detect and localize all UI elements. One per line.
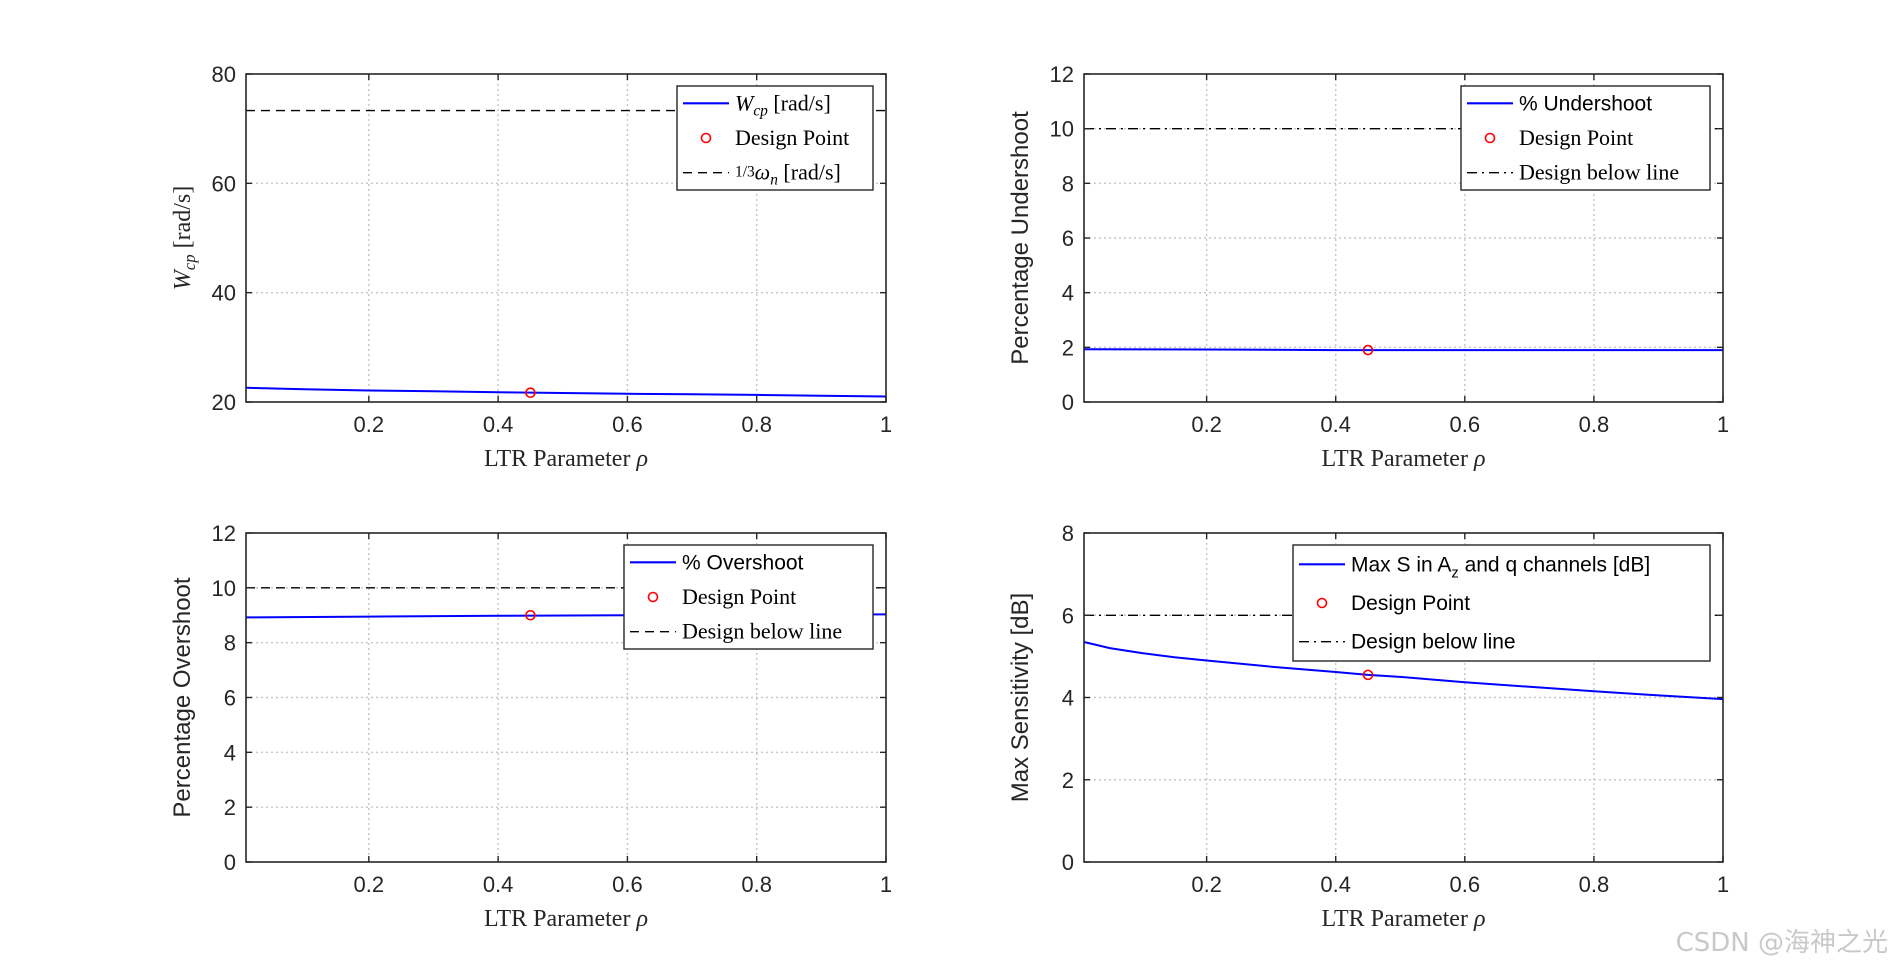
legend-marker <box>700 132 712 144</box>
legend-entry-label: Max S in Az and q channels [dB] <box>1351 553 1650 581</box>
y-axis-label: Wcp [rad/s] <box>170 186 199 290</box>
x-tick-label: 0.6 <box>1450 412 1481 437</box>
x-tick-label: 0.6 <box>612 412 643 437</box>
legend-marker <box>1484 132 1496 144</box>
legend-entry-label: Wcp [rad/s] <box>735 90 831 119</box>
y-tick-label: 10 <box>1050 117 1074 142</box>
y-axis-label: Max Sensitivity [dB] <box>1007 593 1034 802</box>
y-tick-label: 4 <box>1062 281 1074 306</box>
legend-entry-label: % Overshoot <box>682 551 804 574</box>
legend-box <box>1292 544 1711 662</box>
x-axis-label: LTR Parameter ρ <box>1322 446 1486 472</box>
legend-entry-label: % Undershoot <box>1519 92 1652 115</box>
y-tick-label: 8 <box>1062 171 1074 196</box>
y-tick-label: 8 <box>1062 521 1074 546</box>
x-tick-label: 0.4 <box>483 412 514 437</box>
x-tick-label: 0.2 <box>1191 872 1222 897</box>
legend-marker <box>647 591 659 603</box>
x-tick-label: 0.8 <box>741 872 772 897</box>
data-series-line <box>1083 348 1723 352</box>
design-point-marker <box>525 387 536 399</box>
y-tick-label: 12 <box>212 521 236 546</box>
legend-entry-label: 1/3ωn [rad/s] <box>735 160 841 189</box>
x-tick-label: 0.2 <box>354 412 385 437</box>
y-tick-label: 0 <box>224 850 236 875</box>
y-tick-label: 80 <box>212 62 236 87</box>
x-tick-label: 0.2 <box>1191 412 1222 437</box>
x-tick-label: 0.2 <box>354 872 385 897</box>
x-tick-label: 0.8 <box>1579 872 1610 897</box>
x-tick-label: 1 <box>880 872 892 897</box>
x-axis-label: LTR Parameter ρ <box>1322 906 1486 932</box>
watermark: CSDN @海神之光 <box>1675 928 1888 958</box>
y-tick-label: 8 <box>224 631 236 656</box>
y-tick-label: 0 <box>1062 850 1074 875</box>
design-point-marker <box>1362 344 1374 356</box>
x-tick-label: 1 <box>1717 412 1729 437</box>
legend-marker <box>1316 597 1328 609</box>
x-tick-label: 0.4 <box>483 872 514 897</box>
y-tick-label: 4 <box>224 740 236 765</box>
x-axis-label: LTR Parameter ρ <box>484 906 648 932</box>
data-series-line <box>1083 641 1724 701</box>
x-tick-label: 1 <box>1717 872 1729 897</box>
legend-entry-label: Design below line <box>1519 160 1679 185</box>
y-tick-label: 2 <box>1062 335 1074 360</box>
x-tick-label: 0.6 <box>1450 872 1481 897</box>
y-tick-label: 0 <box>1062 390 1074 415</box>
axes-box <box>245 73 887 403</box>
y-tick-label: 2 <box>224 795 236 820</box>
y-tick-label: 2 <box>1062 768 1074 793</box>
subplot-4: 0.2 0.4 0.6 0.8 1 0 2 4 6 8 LTR Parameter ρ Max Sen… <box>1007 521 1729 932</box>
y-tick-label: 6 <box>1062 226 1074 251</box>
data-series-line <box>245 386 887 398</box>
legend: Wcp [rad/s] Design Point 1/3ωn [rad/s] <box>676 85 874 191</box>
x-tick-label: 0.8 <box>741 412 772 437</box>
x-tick-label: 0.6 <box>612 872 643 897</box>
x-tick-label: 0.4 <box>1320 872 1351 897</box>
x-tick-label: 0.4 <box>1320 412 1351 437</box>
y-tick-label: 6 <box>1062 603 1074 628</box>
y-tick-label: 40 <box>212 281 236 306</box>
legend-entry-label: Design Point <box>735 125 849 150</box>
y-tick-label: 4 <box>1062 686 1074 711</box>
y-axis-label: Percentage Undershoot <box>1007 111 1034 365</box>
design-point-marker <box>525 609 536 621</box>
legend-entry-label: Design Point <box>1519 125 1633 150</box>
legend-entry-label: Design below line <box>682 619 842 644</box>
design-point-marker <box>1362 669 1374 681</box>
y-axis-label: Percentage Overshoot <box>169 577 196 817</box>
subplot-1: 0.2 0.4 0.6 0.8 1 20 40 60 80 LTR Parameter ρ Wcp … <box>170 62 892 472</box>
legend: % Overshoot Design Point Design below line <box>623 544 874 650</box>
legend-entry-label: Design Point <box>1351 592 1470 615</box>
y-tick-label: 12 <box>1050 62 1074 87</box>
x-tick-label: 1 <box>880 412 892 437</box>
legend-entry-label: Design below line <box>1351 631 1516 654</box>
y-tick-label: 20 <box>212 390 236 415</box>
legend: % Undershoot Design Point Design below lin… <box>1460 85 1711 191</box>
legend: Max S in Az and q channels [dB] Design Po… <box>1292 544 1711 662</box>
y-tick-label: 10 <box>212 576 236 601</box>
x-tick-label: 0.8 <box>1579 412 1610 437</box>
y-tick-label: 60 <box>212 171 236 196</box>
legend-entry-label: Design Point <box>682 584 796 609</box>
x-axis-label: LTR Parameter ρ <box>484 446 648 472</box>
y-tick-label: 6 <box>224 686 236 711</box>
